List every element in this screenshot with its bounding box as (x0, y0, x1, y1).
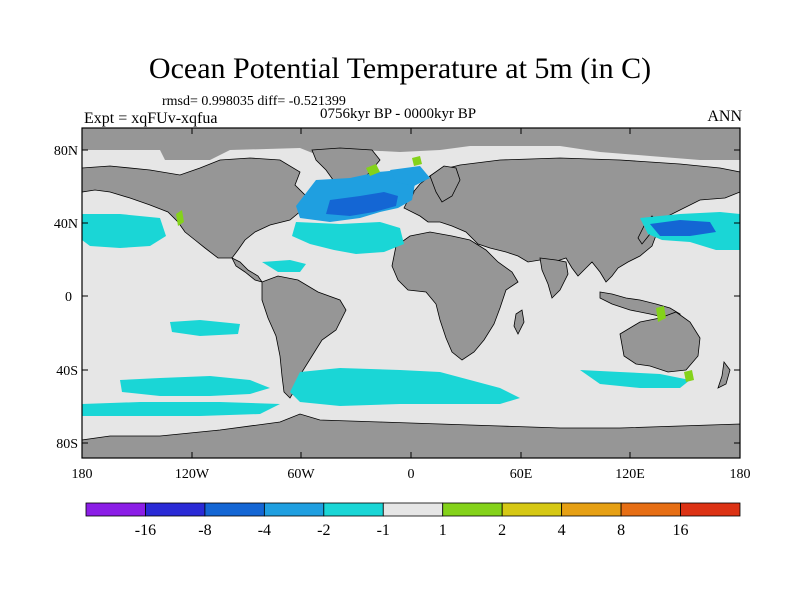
madagascar (513, 309, 525, 335)
colorbar-swatch (442, 502, 503, 517)
lon-tick-0: 0 (408, 467, 415, 482)
africa (391, 231, 519, 361)
atlantic-cold-1 (292, 222, 404, 254)
lat-tick-40s: 40S (56, 364, 78, 379)
colorbar-label: 4 (558, 522, 566, 539)
map-title: Ocean Potential Temperature at 5m (in C) (148, 52, 652, 85)
colorbar-swatch (145, 502, 206, 517)
indonesia-warm (656, 306, 666, 322)
new-zealand (717, 360, 731, 389)
pacific-north-cold (82, 214, 166, 248)
lat-tick-0: 0 (65, 290, 72, 305)
colorbar-label: 1 (439, 522, 447, 539)
tropical-pacific-cold (170, 320, 240, 336)
anomaly-patches (82, 156, 740, 416)
greenland-sea-cold (390, 166, 430, 186)
southern-ocean-cold (82, 402, 280, 416)
season-label: ANN (707, 108, 742, 125)
experiment-label: Expt = xqFUv-xqfua (84, 110, 218, 127)
time-period-label: 0756kyr BP - 0000kyr BP (320, 106, 477, 122)
colorbar-swatch (561, 502, 622, 517)
colorbar-swatch (263, 502, 325, 517)
lon-tick-180e: 180 (730, 467, 751, 482)
lon-tick-120e: 120E (615, 467, 645, 482)
colorbar-swatch (204, 502, 265, 517)
land-masses (81, 128, 741, 459)
lon-tick-60w: 60W (287, 467, 315, 482)
colorbar-label: -16 (135, 522, 156, 539)
antarctica (81, 413, 741, 459)
north-atlantic-cold-4 (326, 192, 398, 216)
south-atlantic-cold (290, 368, 520, 406)
arctic-land (82, 128, 740, 160)
indian-ocean-cold (580, 370, 690, 388)
map-panel: 80N 40N 0 40S 80S 180 120W 60W 0 60E 120… (54, 127, 751, 482)
colorbar-swatch (382, 502, 444, 517)
kuroshio-core (650, 220, 716, 236)
india (539, 257, 569, 299)
north-atlantic-cold-2 (296, 170, 416, 222)
lat-tick-80s: 80S (56, 437, 78, 452)
colorbar-label: -8 (198, 522, 211, 539)
australia-warm (684, 370, 694, 382)
north-america (81, 157, 309, 259)
colorbar-label: -4 (258, 522, 271, 539)
colorbar-swatch (680, 502, 741, 517)
longitude-ticks (81, 128, 741, 458)
lon-tick-180w: 180 (72, 467, 93, 482)
colorbar-label: 16 (673, 522, 689, 539)
lat-tick-40n: 40N (54, 217, 78, 232)
colorbar-label: 8 (617, 522, 625, 539)
colorbar-label: -2 (317, 522, 330, 539)
colorbar-swatch (620, 502, 681, 517)
eurasia (403, 157, 741, 283)
latitude-ticks (82, 149, 740, 444)
colorbar-swatch (501, 502, 563, 517)
colorbar: -16 -8 -4 -2 -1 1 2 4 8 16 (85, 502, 741, 539)
colorbar-label: -1 (377, 522, 390, 539)
lon-tick-120w: 120W (175, 467, 210, 482)
lon-tick-60e: 60E (510, 467, 533, 482)
caribbean-cold (262, 260, 306, 272)
rmsd-diff-stats: rmsd= 0.998035 diff= -0.521399 (162, 94, 346, 109)
colorbar-swatch (323, 502, 384, 517)
lat-tick-80n: 80N (54, 144, 78, 159)
norwegian-sea-warm (412, 156, 422, 166)
scandinavia (429, 165, 461, 203)
arctic-warm (366, 164, 380, 176)
north-pacific-warm (176, 210, 184, 226)
colorbar-swatch (85, 502, 146, 517)
southern-pacific-cold (120, 376, 270, 396)
colorbar-label: 2 (498, 522, 506, 539)
